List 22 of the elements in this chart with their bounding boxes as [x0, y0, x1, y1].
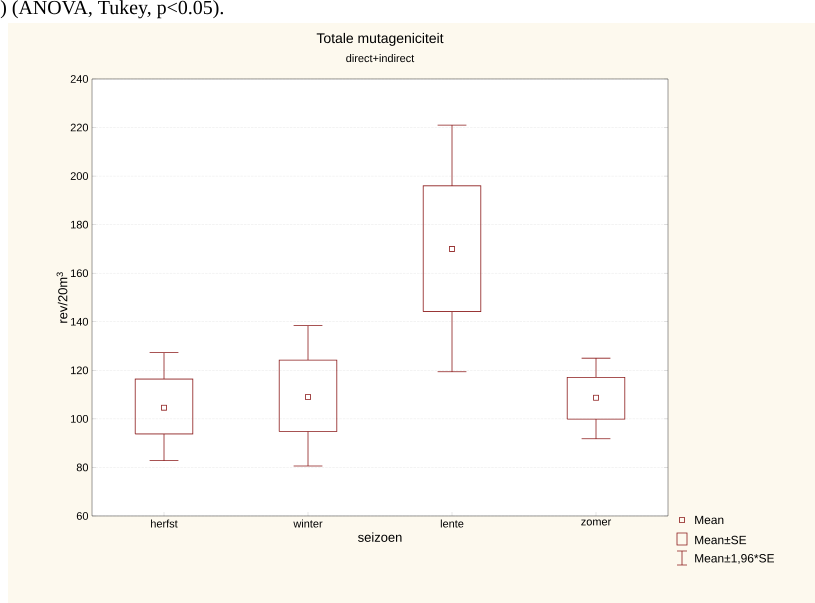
y-tick-label: 200	[70, 172, 88, 180]
y-tick-label: 180	[71, 220, 88, 229]
y-tick-label: 240	[70, 75, 88, 83]
x-tick-label: lente	[440, 520, 464, 528]
chart-title: Totale mutageniciteit	[316, 32, 444, 46]
text: Mean±SE	[695, 536, 746, 544]
x-axis-title: seizoen	[358, 532, 402, 542]
x-tick-label: herfst	[151, 520, 178, 528]
x-tick-label: zomer	[581, 520, 612, 526]
text: Mean	[695, 516, 724, 524]
y-tick-label: 220	[70, 124, 88, 132]
chart-subtitle: direct+indirect	[346, 54, 414, 62]
y-tick-label: 60	[76, 512, 88, 520]
y-axis-title: rev/20m$^{3}$	[56, 272, 68, 323]
y-tick-label: 100	[71, 415, 88, 423]
y-tick-label: 120	[71, 366, 88, 374]
y-tick-label: 140	[71, 318, 88, 326]
text: ) (ANOVA, Tukey, p<0.05).	[0, 0, 224, 18]
x-tick-label: winter	[293, 520, 322, 528]
y-tick-label: 80	[76, 464, 88, 472]
text: Mean±1,96*SE	[695, 554, 774, 564]
y-tick-label: 160	[71, 269, 88, 278]
